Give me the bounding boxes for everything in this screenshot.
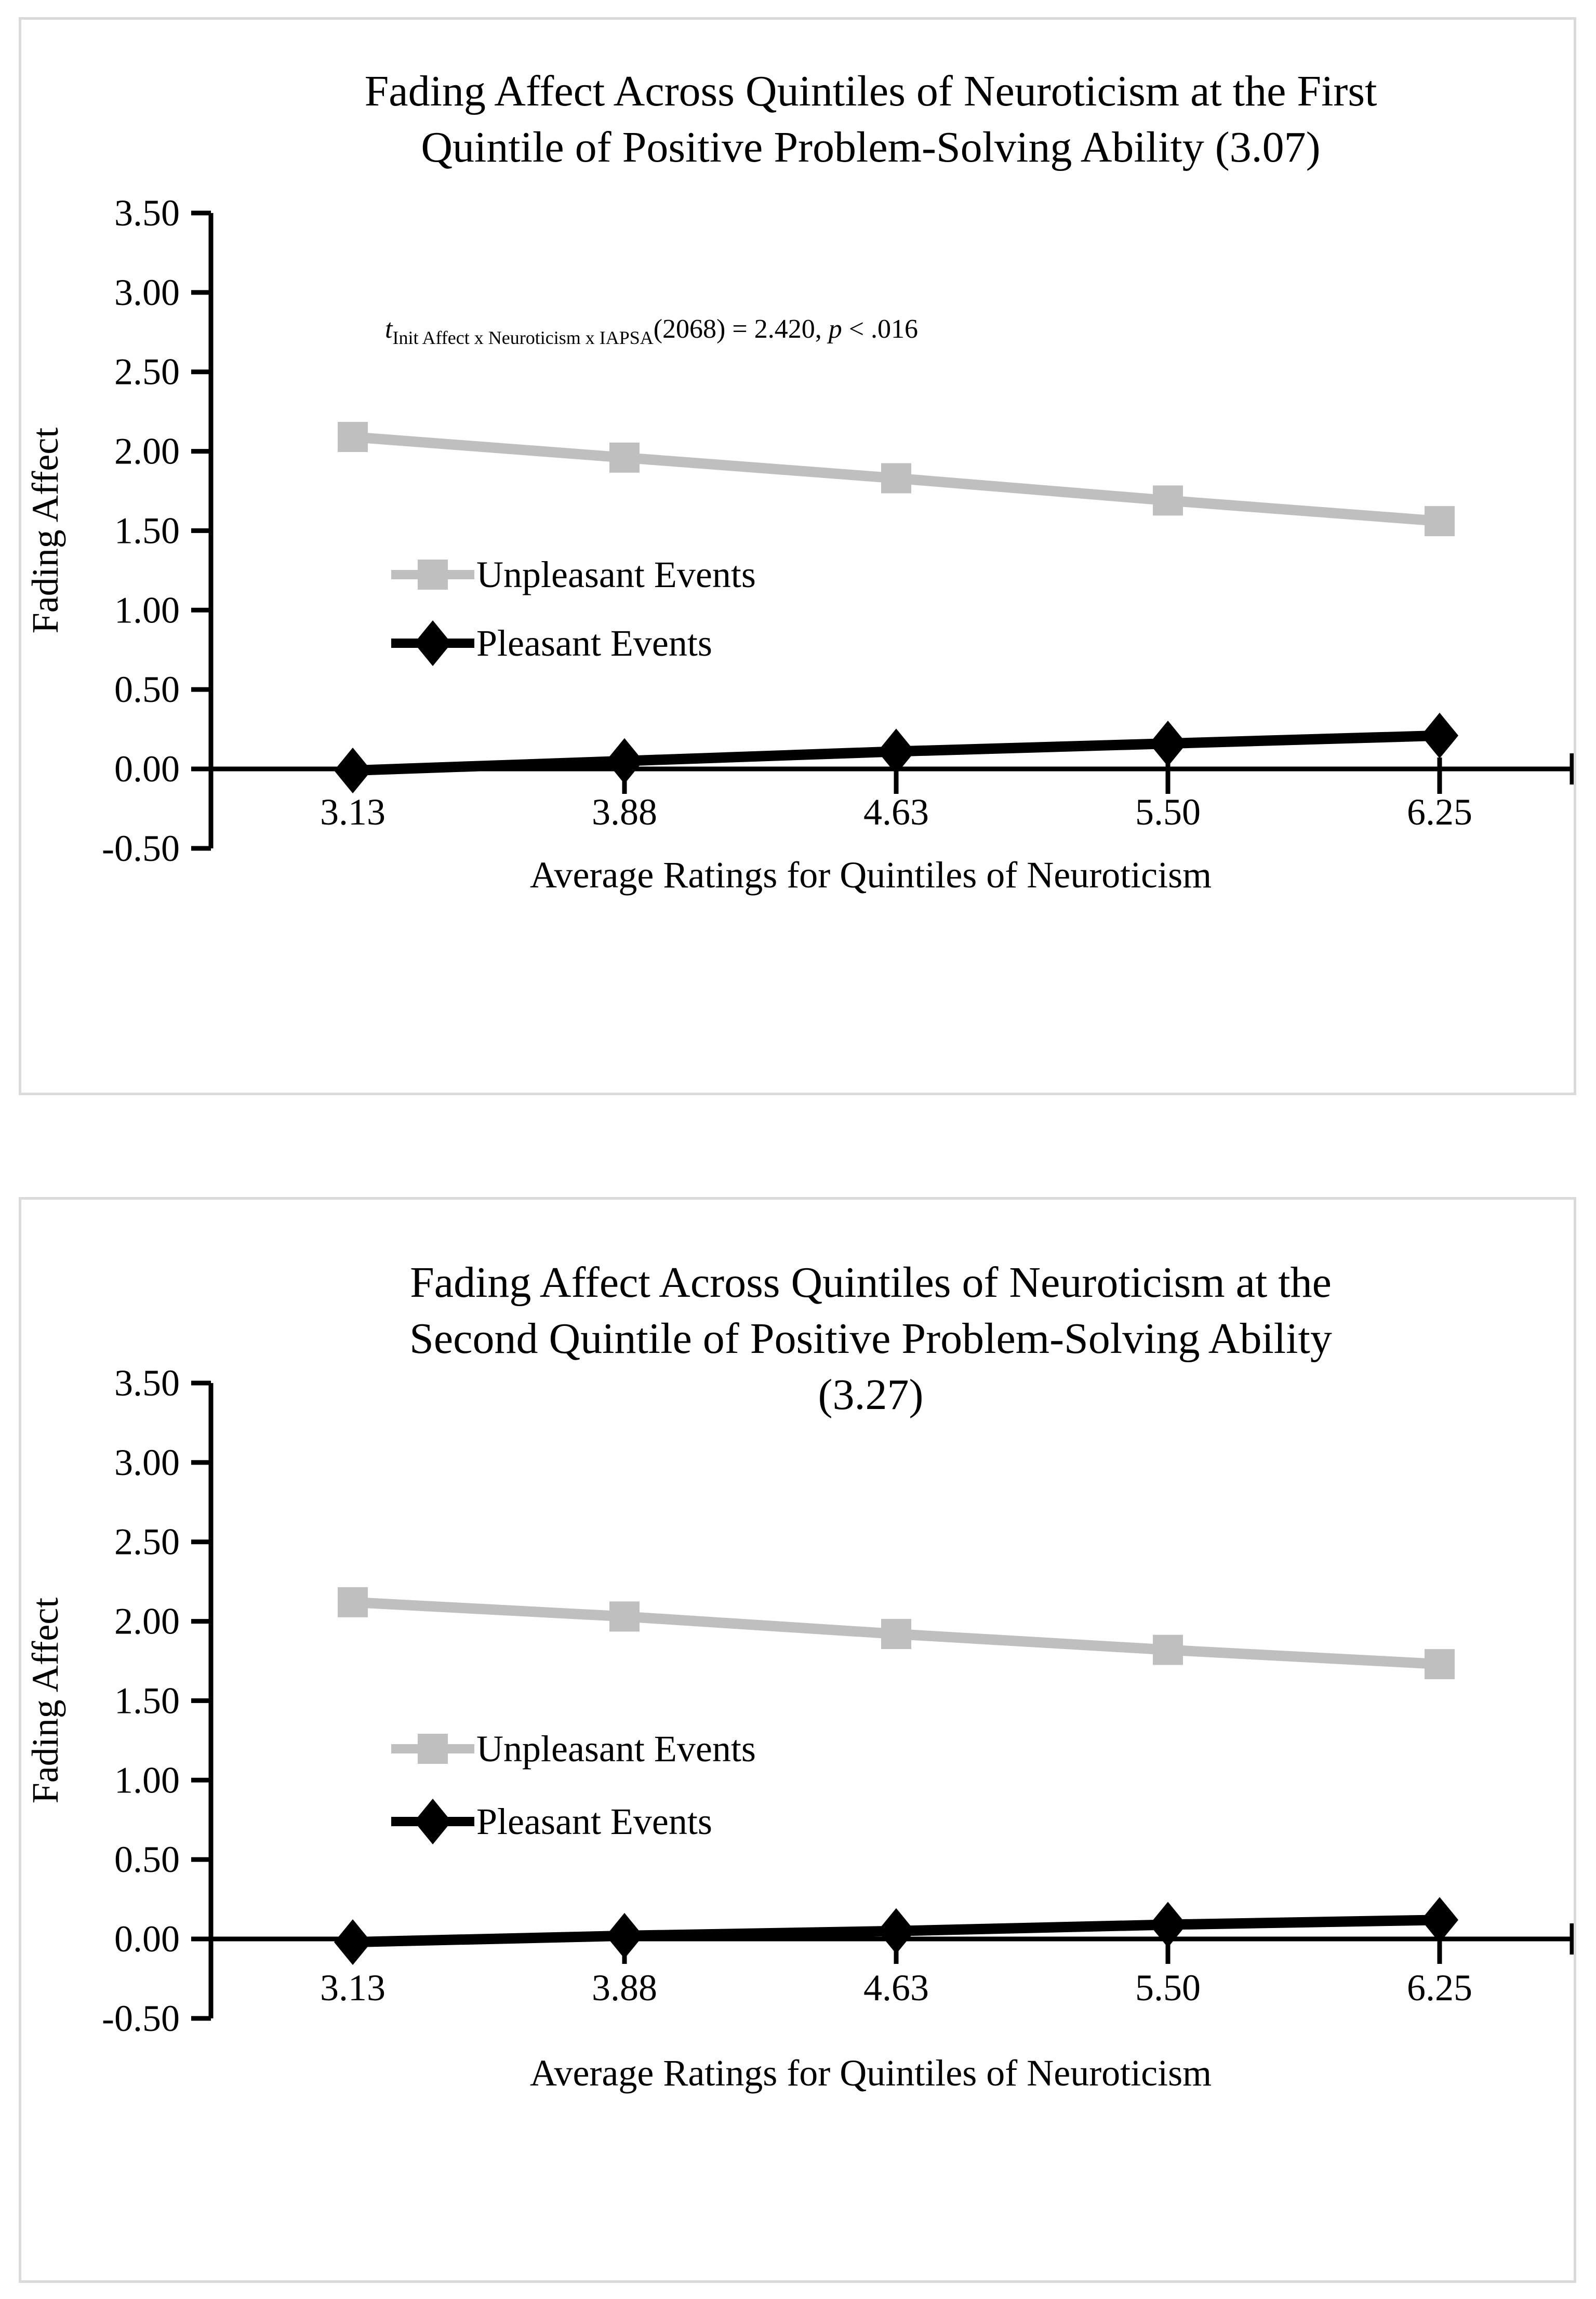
y-axis-tick-label: 0.00 bbox=[114, 748, 180, 790]
stats-t-symbol: t bbox=[385, 314, 393, 344]
unpleasant-series-legend-marker-icon bbox=[391, 560, 474, 590]
y-axis-tick-label: 3.00 bbox=[114, 272, 180, 313]
chart-title-line: Fading Affect Across Quintiles of Neurot… bbox=[364, 67, 1377, 115]
legend-marker bbox=[414, 620, 451, 666]
y-axis-tick-label: 1.00 bbox=[114, 1759, 180, 1801]
data-point-marker bbox=[609, 1601, 640, 1632]
chart-title-line: (3.27) bbox=[818, 1371, 924, 1419]
y-axis-tick-label: 0.50 bbox=[114, 669, 180, 710]
data-point-marker bbox=[881, 1619, 911, 1650]
x-axis-tick-label: 5.50 bbox=[1135, 1967, 1201, 2009]
y-axis-tick-label: -0.50 bbox=[102, 1998, 180, 2039]
data-point-marker bbox=[1425, 506, 1455, 537]
legend-label-pleasant: Pleasant Events bbox=[476, 1800, 712, 1842]
y-axis-tick-label: 3.50 bbox=[114, 192, 180, 234]
legend-label-unpleasant: Unpleasant Events bbox=[476, 1727, 756, 1770]
chart-title-line: Quintile of Positive Problem-Solving Abi… bbox=[421, 123, 1321, 171]
line-chart-bottom: 3.50 3.00 2.50 2.00 1.50 1.00 0.50 0.00 -0.50 3.1… bbox=[102, 1362, 1574, 2039]
legend-marker bbox=[414, 1799, 451, 1844]
x-axis-title: Average Ratings for Quintiles of Neuroti… bbox=[529, 2052, 1212, 2094]
x-axis-tick-label: 3.13 bbox=[320, 1967, 385, 2009]
y-axis-tick-label: 1.50 bbox=[114, 1680, 180, 1721]
y-axis-tick-label: 3.50 bbox=[114, 1362, 180, 1404]
legend-item-pleasant: Pleasant Events bbox=[391, 620, 712, 667]
y-axis-tick-label: 0.00 bbox=[114, 1918, 180, 1960]
stats-annotation: tInit Affect x Neuroticism x IAPSA(2068)… bbox=[385, 314, 919, 348]
chart-title-line: Fading Affect Across Quintiles of Neurot… bbox=[410, 1258, 1332, 1307]
data-point-marker bbox=[609, 442, 640, 473]
data-point-marker bbox=[881, 463, 911, 494]
chart-title: Fading Affect Across Quintiles of Neurot… bbox=[190, 63, 1551, 176]
data-point-marker bbox=[877, 1908, 915, 1954]
y-axis-tick-label: 2.50 bbox=[114, 351, 180, 393]
pleasant-series-legend-marker-icon bbox=[391, 1799, 474, 1844]
legend-marker bbox=[418, 1734, 448, 1764]
x-axis-tick-label: 3.13 bbox=[320, 791, 385, 833]
pleasant-series-legend-marker-icon bbox=[391, 620, 474, 666]
legend-item-pleasant: Pleasant Events bbox=[391, 1798, 712, 1845]
x-axis-title: Average Ratings for Quintiles of Neuroti… bbox=[529, 854, 1212, 896]
y-axis-tick-label: -0.50 bbox=[102, 828, 180, 869]
x-axis-tick-label: 3.88 bbox=[592, 791, 657, 833]
y-axis-tick-label: 1.00 bbox=[114, 589, 180, 631]
stats-p-value: < .016 bbox=[842, 314, 919, 344]
x-axis-tick-label: 4.63 bbox=[863, 791, 929, 833]
y-axis-tick-label: 2.00 bbox=[114, 1601, 180, 1642]
legend-item-unpleasant: Unpleasant Events bbox=[391, 551, 756, 598]
stats-value: (2068) = 2.420, bbox=[653, 314, 829, 344]
data-point-marker bbox=[606, 738, 643, 784]
data-point-marker bbox=[1153, 485, 1183, 516]
data-point-marker bbox=[606, 1912, 643, 1959]
y-axis-tick-label: 2.50 bbox=[114, 1521, 180, 1563]
data-point-marker bbox=[877, 728, 915, 775]
chart-title: Fading Affect Across Quintiles of Neurot… bbox=[190, 1255, 1551, 1423]
y-axis-title: Fading Affect bbox=[24, 427, 66, 634]
x-axis-tick-label: 6.25 bbox=[1407, 1967, 1472, 2009]
stats-p-symbol: p bbox=[828, 314, 842, 344]
x-axis-tick-label: 5.50 bbox=[1135, 791, 1201, 833]
x-axis-tick-label: 6.25 bbox=[1407, 791, 1472, 833]
data-point-marker bbox=[338, 1587, 368, 1617]
data-point-marker bbox=[334, 748, 371, 794]
y-axis-title: Fading Affect bbox=[24, 1597, 66, 1804]
unpleasant-series-legend-marker-icon bbox=[391, 1734, 474, 1764]
data-point-marker bbox=[1421, 1897, 1458, 1943]
data-point-marker bbox=[1153, 1634, 1183, 1665]
y-axis-tick-label: 3.00 bbox=[114, 1442, 180, 1483]
line-chart-top: 3.50 3.00 2.50 2.00 1.50 1.00 0.50 0.00 -0.50 3.1… bbox=[102, 192, 1574, 869]
data-point-marker bbox=[1149, 721, 1187, 767]
data-point-marker bbox=[338, 422, 368, 453]
y-axis-tick-label: 2.00 bbox=[114, 431, 180, 472]
legend-item-unpleasant: Unpleasant Events bbox=[391, 1725, 756, 1772]
data-point-marker bbox=[334, 1919, 371, 1965]
legend-label-unpleasant: Unpleasant Events bbox=[476, 553, 756, 595]
y-axis-tick-label: 1.50 bbox=[114, 510, 180, 551]
chart-title-line: Second Quintile of Positive Problem-Solv… bbox=[409, 1314, 1332, 1363]
x-axis-tick-label: 3.88 bbox=[592, 1967, 657, 2009]
x-axis-tick-label: 4.63 bbox=[863, 1967, 929, 2009]
stats-subscript: Init Affect x Neuroticism x IAPSA bbox=[392, 327, 654, 348]
chart-panel-bottom: 3.50 3.00 2.50 2.00 1.50 1.00 0.50 0.00 -0.50 3.1… bbox=[19, 1197, 1576, 2283]
data-point-marker bbox=[1149, 1902, 1187, 1948]
data-point-marker bbox=[1425, 1649, 1455, 1680]
data-point-marker bbox=[1421, 712, 1458, 759]
legend-marker bbox=[418, 560, 448, 590]
y-axis-tick-label: 0.50 bbox=[114, 1839, 180, 1880]
legend-label-pleasant: Pleasant Events bbox=[476, 622, 712, 664]
chart-panel-top: 3.50 3.00 2.50 2.00 1.50 1.00 0.50 0.00 -0.50 3.1… bbox=[19, 17, 1576, 1095]
